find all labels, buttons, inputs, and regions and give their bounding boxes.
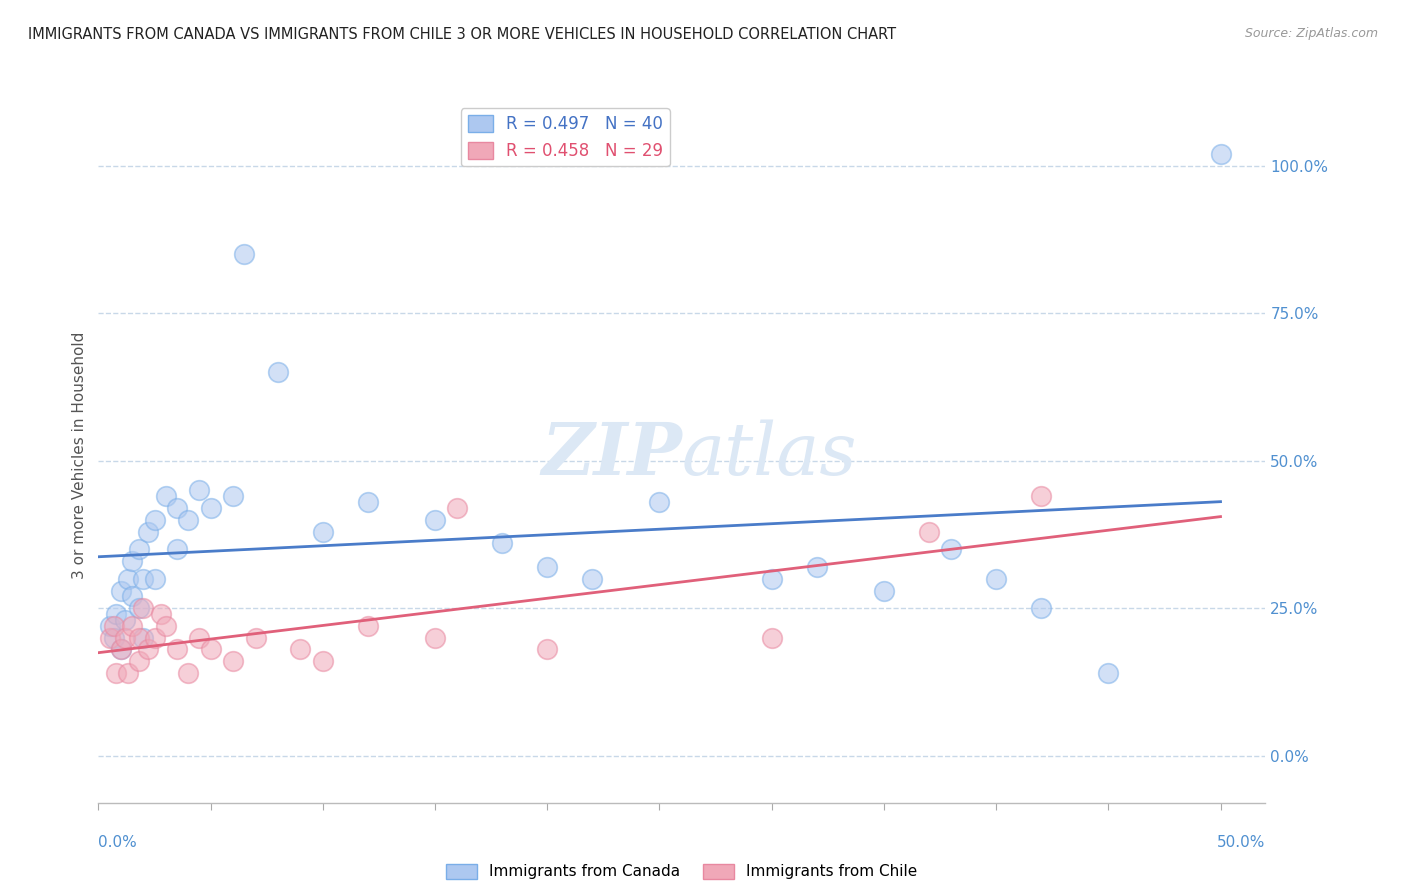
Point: [446, 500, 468, 515]
Text: ZIP: ZIP: [541, 419, 682, 491]
Point: [761, 572, 783, 586]
Point: [128, 631, 150, 645]
Point: [423, 513, 446, 527]
Point: [200, 642, 222, 657]
Point: [143, 631, 166, 645]
Point: [136, 524, 159, 539]
Point: [121, 619, 143, 633]
Point: [103, 631, 125, 645]
Point: [177, 513, 200, 527]
Point: [166, 642, 188, 657]
Point: [761, 631, 783, 645]
Point: [648, 495, 671, 509]
Point: [103, 619, 125, 633]
Point: [357, 495, 380, 509]
Point: [114, 613, 136, 627]
Y-axis label: 3 or more Vehicles in Household: 3 or more Vehicles in Household: [72, 331, 87, 579]
Point: [177, 666, 200, 681]
Point: [155, 619, 177, 633]
Point: [200, 500, 222, 515]
Point: [984, 572, 1007, 586]
Point: [98, 631, 121, 645]
Point: [1029, 489, 1052, 503]
Point: [128, 654, 150, 668]
Point: [233, 247, 256, 261]
Point: [128, 601, 150, 615]
Point: [121, 590, 143, 604]
Point: [117, 666, 139, 681]
Point: [188, 483, 211, 498]
Point: [143, 572, 166, 586]
Point: [110, 583, 132, 598]
Point: [245, 631, 267, 645]
Point: [166, 500, 188, 515]
Point: [918, 524, 941, 539]
Point: [98, 619, 121, 633]
Point: [121, 554, 143, 568]
Point: [150, 607, 173, 621]
Point: [423, 631, 446, 645]
Point: [312, 524, 335, 539]
Point: [1209, 147, 1232, 161]
Point: [536, 642, 558, 657]
Point: [806, 560, 828, 574]
Point: [105, 607, 128, 621]
Point: [128, 542, 150, 557]
Text: Source: ZipAtlas.com: Source: ZipAtlas.com: [1244, 27, 1378, 40]
Point: [132, 631, 155, 645]
Text: 0.0%: 0.0%: [98, 836, 138, 850]
Point: [1097, 666, 1119, 681]
Point: [114, 631, 136, 645]
Legend: Immigrants from Canada, Immigrants from Chile: Immigrants from Canada, Immigrants from …: [440, 857, 924, 886]
Point: [143, 513, 166, 527]
Point: [188, 631, 211, 645]
Point: [873, 583, 896, 598]
Point: [222, 489, 245, 503]
Text: 50.0%: 50.0%: [1218, 836, 1265, 850]
Point: [290, 642, 312, 657]
Point: [132, 572, 155, 586]
Point: [110, 642, 132, 657]
Point: [491, 536, 513, 550]
Point: [581, 572, 603, 586]
Point: [132, 601, 155, 615]
Point: [267, 365, 290, 379]
Point: [110, 642, 132, 657]
Point: [105, 666, 128, 681]
Point: [117, 572, 139, 586]
Text: IMMIGRANTS FROM CANADA VS IMMIGRANTS FROM CHILE 3 OR MORE VEHICLES IN HOUSEHOLD : IMMIGRANTS FROM CANADA VS IMMIGRANTS FRO…: [28, 27, 896, 42]
Point: [536, 560, 558, 574]
Point: [155, 489, 177, 503]
Text: atlas: atlas: [682, 419, 858, 491]
Point: [222, 654, 245, 668]
Point: [312, 654, 335, 668]
Point: [136, 642, 159, 657]
Point: [1029, 601, 1052, 615]
Point: [941, 542, 963, 557]
Point: [166, 542, 188, 557]
Point: [357, 619, 380, 633]
